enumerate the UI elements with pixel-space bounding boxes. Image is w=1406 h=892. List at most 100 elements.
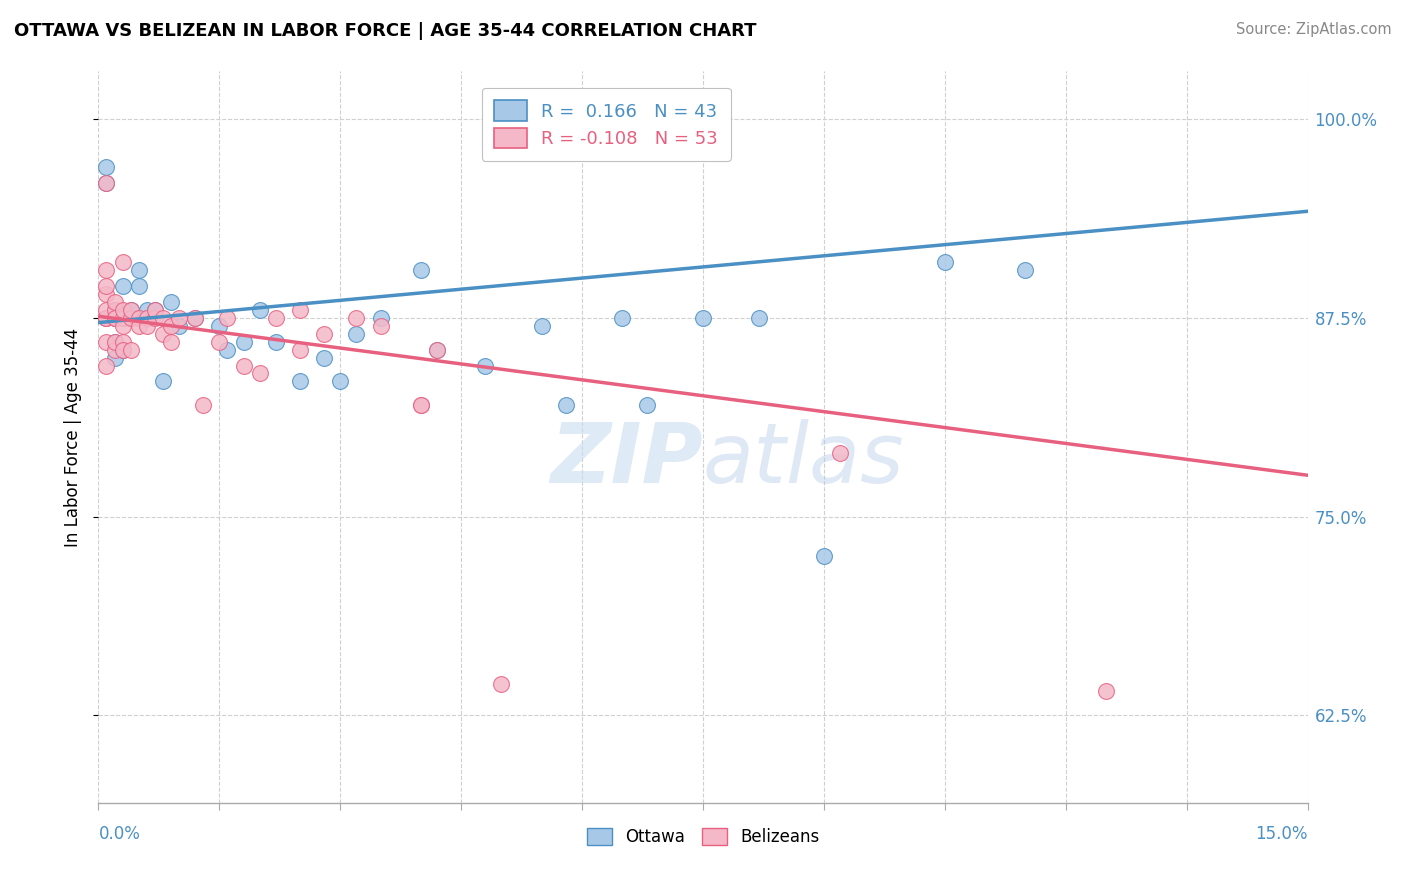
Point [111, 255, 134, 269]
Point [264, 334, 287, 349]
Point [111, 279, 134, 293]
Point [409, 398, 432, 412]
Point [96, 279, 118, 293]
Point [96, 287, 118, 301]
Point [232, 359, 254, 373]
Point [120, 343, 142, 357]
Point [152, 375, 174, 389]
Point [217, 310, 239, 325]
Point [612, 310, 634, 325]
Point [249, 367, 271, 381]
Point [103, 302, 125, 317]
Point [143, 302, 166, 317]
Y-axis label: In Labor Force | Age 35-44: In Labor Force | Age 35-44 [65, 327, 83, 547]
Point [208, 318, 231, 333]
Point [314, 326, 336, 341]
Point [232, 334, 254, 349]
Point [813, 549, 835, 564]
Point [748, 310, 770, 325]
Point [96, 359, 118, 373]
Point [103, 351, 125, 365]
Point [103, 310, 125, 325]
Point [314, 351, 336, 365]
Point [152, 326, 174, 341]
Point [1014, 263, 1036, 277]
Point [96, 334, 118, 349]
Point [152, 310, 174, 325]
Point [96, 176, 118, 190]
Point [636, 398, 658, 412]
Point [103, 334, 125, 349]
Point [184, 310, 207, 325]
Point [409, 398, 432, 412]
Text: Source: ZipAtlas.com: Source: ZipAtlas.com [1236, 22, 1392, 37]
Point [167, 318, 190, 333]
Point [111, 310, 134, 325]
Point [103, 334, 125, 349]
Point [128, 279, 150, 293]
Point [288, 343, 311, 357]
Point [96, 176, 118, 190]
Point [143, 302, 166, 317]
Text: 15.0%: 15.0% [1256, 825, 1308, 843]
Point [103, 343, 125, 357]
Point [120, 302, 142, 317]
Point [135, 318, 157, 333]
Point [103, 310, 125, 325]
Point [135, 310, 157, 325]
Point [288, 375, 311, 389]
Point [370, 318, 392, 333]
Point [96, 160, 118, 174]
Point [409, 263, 432, 277]
Point [143, 310, 166, 325]
Point [111, 310, 134, 325]
Point [128, 263, 150, 277]
Point [530, 318, 553, 333]
Point [193, 398, 215, 412]
Point [184, 310, 207, 325]
Point [103, 302, 125, 317]
Point [474, 359, 496, 373]
Point [135, 310, 157, 325]
Point [370, 310, 392, 325]
Text: atlas: atlas [703, 418, 904, 500]
Point [426, 343, 449, 357]
Point [264, 310, 287, 325]
Text: 0.0%: 0.0% [98, 825, 141, 843]
Point [111, 334, 134, 349]
Point [111, 302, 134, 317]
Point [120, 302, 142, 317]
Point [167, 310, 190, 325]
Text: OTTAWA VS BELIZEAN IN LABOR FORCE | AGE 35-44 CORRELATION CHART: OTTAWA VS BELIZEAN IN LABOR FORCE | AGE … [14, 22, 756, 40]
Point [160, 318, 183, 333]
Point [96, 310, 118, 325]
Point [96, 310, 118, 325]
Text: ZIP: ZIP [550, 418, 703, 500]
Legend: Ottawa, Belizeans: Ottawa, Belizeans [581, 822, 825, 853]
Point [217, 343, 239, 357]
Point [828, 446, 851, 460]
Point [426, 343, 449, 357]
Point [128, 310, 150, 325]
Point [120, 310, 142, 325]
Point [1095, 684, 1118, 698]
Point [111, 343, 134, 357]
Point [555, 398, 578, 412]
Point [249, 302, 271, 317]
Point [111, 343, 134, 357]
Point [491, 676, 513, 690]
Point [160, 294, 183, 309]
Point [111, 318, 134, 333]
Point [160, 334, 183, 349]
Point [329, 375, 352, 389]
Point [344, 310, 367, 325]
Point [208, 334, 231, 349]
Point [96, 310, 118, 325]
Point [135, 302, 157, 317]
Point [128, 318, 150, 333]
Point [344, 326, 367, 341]
Point [96, 302, 118, 317]
Point [120, 310, 142, 325]
Point [103, 294, 125, 309]
Point [288, 302, 311, 317]
